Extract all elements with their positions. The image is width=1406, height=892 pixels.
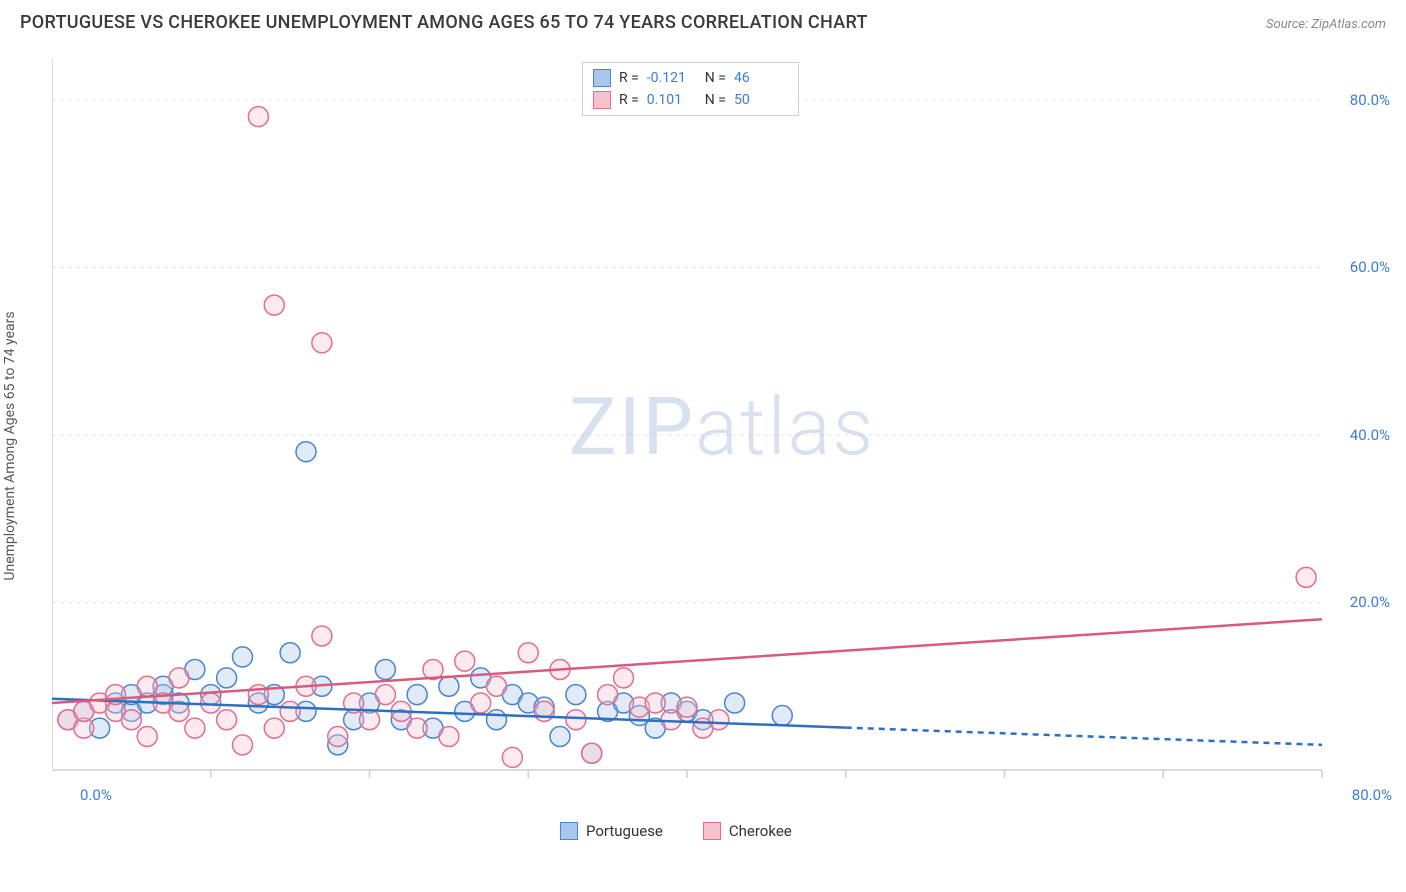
chart-area: ZIPatlas R = -0.121 N = 46 R = 0.101 N =… [52,58,1392,826]
stats-row-portuguese: R = -0.121 N = 46 [593,67,784,89]
legend-label-cherokee: Cherokee [729,822,792,840]
swatch-portuguese [593,69,611,87]
bottom-legend: Portuguese Cherokee [560,822,792,840]
legend-label-portuguese: Portuguese [586,822,663,840]
swatch-cherokee [703,822,721,840]
chart-title: PORTUGUESE VS CHEROKEE UNEMPLOYMENT AMON… [20,12,868,33]
swatch-portuguese [560,822,578,840]
legend-item-portuguese: Portuguese [560,822,663,840]
y-tick-label: 20.0% [1350,593,1390,611]
legend-item-cherokee: Cherokee [703,822,792,840]
y-axis-label: Unemployment Among Ages 65 to 74 years [2,311,18,580]
n-value-portuguese: 46 [734,67,784,89]
y-tick-label: 80.0% [1350,91,1390,109]
x-axis-origin-label: 0.0% [80,786,112,804]
n-value-cherokee: 50 [734,89,784,111]
swatch-cherokee [593,91,611,109]
stats-legend: R = -0.121 N = 46 R = 0.101 N = 50 [582,62,799,116]
x-axis-end-label: 80.0% [1352,786,1392,804]
y-tick-label: 60.0% [1350,258,1390,276]
r-value-portuguese: -0.121 [647,67,697,89]
scatter-plot [52,58,1392,826]
source-attribution: Source: ZipAtlas.com [1266,17,1386,32]
r-value-cherokee: 0.101 [647,89,697,111]
stats-row-cherokee: R = 0.101 N = 50 [593,89,784,111]
y-tick-label: 40.0% [1350,426,1390,444]
